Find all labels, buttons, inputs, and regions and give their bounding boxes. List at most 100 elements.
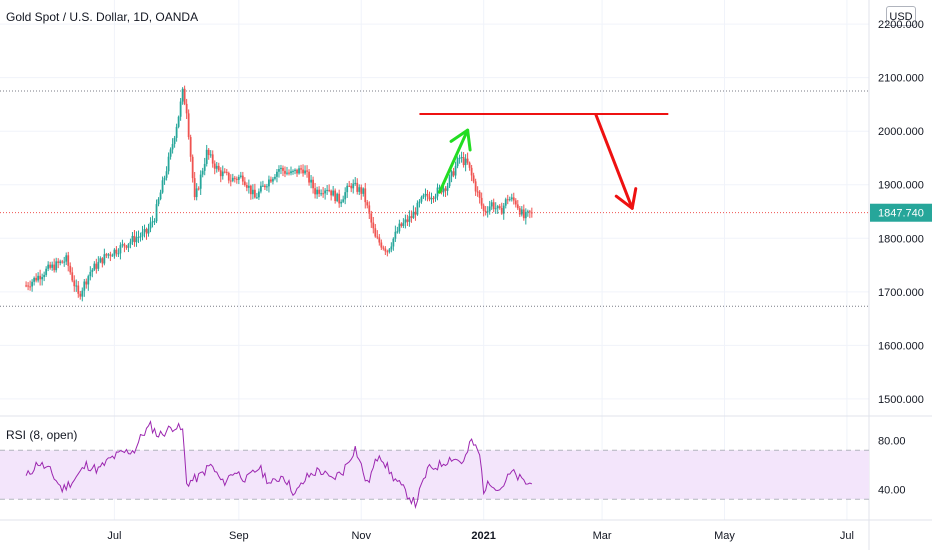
candle-body [187, 113, 190, 138]
candle-body [322, 193, 325, 195]
rsi-band [0, 450, 869, 500]
candle-body [380, 242, 383, 248]
candle-body [155, 204, 158, 222]
price-tick-label: 2000.000 [878, 126, 924, 138]
candle-body [432, 198, 435, 200]
candle-body [414, 211, 417, 215]
candle-body [438, 187, 441, 189]
currency-button[interactable]: USD [886, 6, 916, 26]
candle-body [276, 171, 278, 177]
candle-body [372, 222, 375, 229]
candle-body [370, 213, 373, 223]
candle-body [213, 163, 216, 169]
candle-body [366, 202, 369, 206]
candle-body [524, 211, 527, 219]
time-axis[interactable]: Jul Sep Nov 2021 Mar May Jul [107, 530, 854, 542]
candle-body [235, 178, 238, 180]
candle-body [127, 244, 130, 248]
drawing-annotations[interactable] [419, 113, 669, 210]
candle-body [422, 195, 425, 198]
candlestick-series [25, 85, 533, 302]
candle-body [342, 199, 345, 202]
price-tick-label: 1500.000 [878, 394, 924, 406]
price-axis[interactable]: 2200.000 2100.000 2000.000 1900.000 1800.000… [870, 19, 932, 496]
candle-body [237, 176, 240, 180]
candle-body [247, 185, 250, 188]
rsi-pane [0, 419, 869, 510]
candle-body [177, 116, 180, 127]
price-tick-label: 1900.000 [878, 180, 924, 192]
candle-body [266, 186, 268, 188]
rsi-indicator-label[interactable]: RSI (8, open) [6, 428, 78, 442]
time-tick-label: 2021 [471, 530, 495, 542]
candle-body [286, 172, 288, 174]
candle-body [25, 285, 27, 287]
candle-body [73, 280, 76, 287]
candle-body [306, 170, 308, 172]
candle-body [201, 170, 204, 175]
candle-body [211, 154, 214, 164]
candle-body [476, 191, 479, 193]
candle-body [65, 255, 68, 262]
candle-body [318, 189, 321, 194]
candle-body [454, 166, 457, 176]
candle-body [292, 170, 294, 172]
candle-body [290, 171, 292, 174]
candle-body [330, 190, 333, 196]
candle-body [117, 253, 120, 255]
candle-body [167, 156, 170, 172]
candle-body [488, 206, 491, 212]
candle-body [424, 193, 427, 196]
candle-body [41, 277, 44, 280]
candle-body [71, 272, 74, 281]
candle-body [284, 170, 286, 174]
candle-body [378, 237, 381, 243]
candle-body [141, 231, 144, 237]
candle-body [340, 201, 343, 204]
candle-body [490, 202, 493, 207]
candle-body [109, 254, 112, 256]
candle-body [402, 222, 405, 226]
candle-body [360, 187, 363, 194]
candle-body [113, 249, 116, 256]
candle-body [498, 206, 501, 209]
candle-body [452, 171, 455, 176]
time-tick-label: Jul [107, 530, 121, 542]
candle-body [394, 231, 397, 239]
candle-body [63, 261, 66, 263]
candle-body [450, 171, 453, 177]
candle-body [147, 228, 150, 234]
candle-body [205, 149, 208, 164]
candle-body [149, 222, 152, 229]
candle-body [153, 221, 156, 223]
candle-body [159, 192, 162, 200]
time-tick-label: Nov [351, 530, 371, 542]
candle-body [348, 185, 351, 187]
candle-body [69, 265, 72, 273]
candle-body [410, 216, 413, 218]
candle-body [33, 277, 36, 282]
candle-body [209, 154, 212, 156]
candle-body [278, 169, 280, 172]
candle-body [416, 202, 419, 215]
candle-body [53, 264, 56, 271]
candle-body [500, 208, 503, 214]
candle-body [81, 290, 84, 297]
candle-body [338, 193, 341, 204]
candle-body [384, 248, 387, 252]
candle-body [75, 285, 78, 287]
candle-body [197, 188, 200, 190]
candle-body [95, 263, 98, 269]
candle-body [139, 236, 142, 238]
candle-body [456, 158, 459, 167]
candle-body [89, 271, 92, 277]
candle-body [107, 254, 110, 256]
arrow-up-shaft [438, 128, 470, 194]
candle-body [344, 192, 347, 200]
candle-body [47, 264, 50, 269]
candle-body [115, 249, 118, 254]
candle-body [418, 201, 421, 203]
candle-body [282, 167, 284, 171]
